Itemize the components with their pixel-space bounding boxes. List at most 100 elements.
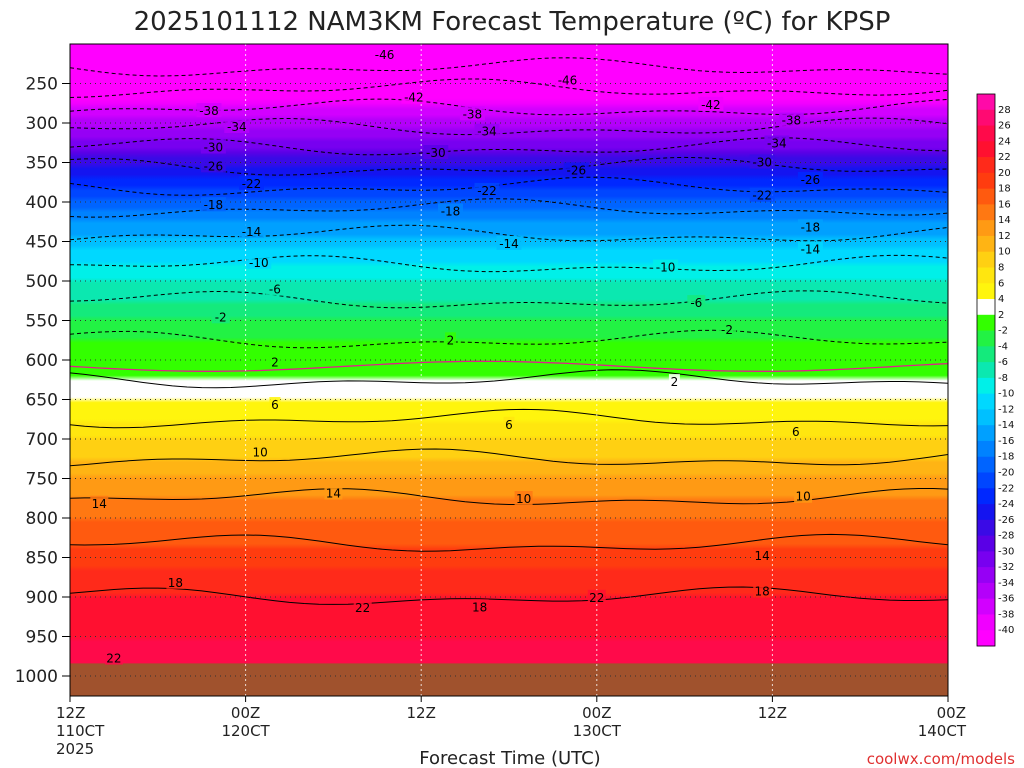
contour-label: -14 <box>801 242 821 256</box>
x-tick-time: 00Z <box>231 704 260 722</box>
contour-label: 2 <box>447 333 455 347</box>
contour-label: -46 <box>558 73 578 87</box>
contour-label-bg <box>211 309 230 324</box>
contour-label: -34 <box>767 137 787 151</box>
contour-label-bg <box>90 495 109 510</box>
contour-label-bg <box>753 547 772 562</box>
contour-label: -26 <box>204 159 224 173</box>
contour-label: -38 <box>463 107 483 121</box>
x-tick-time: 12Z <box>758 704 787 722</box>
contour-label-bg <box>753 583 772 598</box>
contour-label-bg <box>200 158 226 173</box>
contour-label: -2 <box>721 323 733 337</box>
contour-label: -38 <box>782 114 802 128</box>
contour-label-bg <box>797 171 823 186</box>
contour-label-bg <box>224 119 250 133</box>
contour-label-bg <box>353 600 372 615</box>
contour-label-bg <box>104 650 123 665</box>
y-tick-label: 900 <box>26 588 58 608</box>
plot-frame <box>69 43 949 697</box>
contour-label-bg <box>269 354 281 369</box>
contour-label-bg <box>474 123 500 138</box>
contour-label-bg <box>401 89 427 104</box>
contour-label: -14 <box>242 225 262 239</box>
contour-label-bg <box>423 145 449 159</box>
y-tick-label: 600 <box>26 351 58 371</box>
contour-label: -22 <box>752 189 772 203</box>
y-tick-label: 750 <box>26 470 58 490</box>
contour-label: 6 <box>271 398 279 412</box>
colorbar-swatch <box>977 440 995 458</box>
colorbar-swatch <box>977 456 995 473</box>
contour-label: -10 <box>249 256 269 270</box>
colorbar-swatch <box>977 472 995 489</box>
contour-label-bg <box>514 491 533 505</box>
colorbar-swatch <box>977 504 995 521</box>
colorbar-label: -28 <box>998 531 1014 542</box>
ground-surface <box>70 663 948 696</box>
colorbar-swatch <box>977 267 995 284</box>
contour-label: -2 <box>215 310 227 324</box>
contour-label-bg <box>324 485 343 500</box>
contour-label-bg <box>653 259 679 274</box>
x-tick-year: 2025 <box>56 740 94 758</box>
contour-label: 2 <box>271 355 279 369</box>
contour-label: 6 <box>792 425 800 439</box>
colorbar-label: 10 <box>998 247 1011 258</box>
contour-line-10 <box>70 448 948 467</box>
contour-label: 18 <box>755 585 770 599</box>
colorbar-swatch <box>977 409 995 426</box>
contour-label: -18 <box>801 220 821 234</box>
contour-label: -46 <box>375 48 395 62</box>
colorbar-swatch <box>977 125 995 142</box>
colorbar-swatch <box>977 567 995 584</box>
contour-label-bg <box>239 175 264 190</box>
y-tick-label: 800 <box>26 509 58 529</box>
colorbar-label: 16 <box>998 199 1011 210</box>
x-tick-date: 130CT <box>573 722 622 740</box>
y-axis: 250 300 350 400 450 500 550 600 650 700 750 800 850 9… <box>15 75 70 687</box>
contour-label: -14 <box>499 237 519 251</box>
contour-line-2 <box>70 369 948 389</box>
contour-label: -18 <box>441 205 461 219</box>
contour-label: 22 <box>589 591 604 605</box>
contour-label-bg <box>797 219 823 234</box>
colorbar-label: 18 <box>998 184 1011 195</box>
contour-label-bg <box>503 416 515 431</box>
contour-label: -34 <box>477 125 497 139</box>
contour-label-bg <box>668 374 680 389</box>
colorbar-label: -34 <box>998 578 1014 589</box>
y-tick-label: 450 <box>26 233 58 253</box>
credit-text: coolwx.com/models <box>867 750 1015 768</box>
colorbar-swatch <box>977 172 995 190</box>
colorbar-swatch <box>977 488 995 505</box>
colorbar-label: -6 <box>998 357 1008 368</box>
contour-line-m22 <box>70 176 948 196</box>
contour-label: 2 <box>671 375 679 389</box>
colorbar: 28 26 24 22 20 18 16 14 12 10 8 6 4 2 -2 -4 -6 -8 -10 -12 -1… <box>976 93 1014 647</box>
colorbar-swatch <box>977 377 995 395</box>
contour-label: 6 <box>505 418 513 432</box>
x-tick-time: 12Z <box>56 704 85 722</box>
colorbar-swatch <box>977 393 995 410</box>
colorbar-swatch <box>977 346 995 363</box>
colorbar-swatch <box>977 109 995 126</box>
contour-label: -22 <box>242 177 262 191</box>
contour-label-bg <box>438 203 463 218</box>
colorbar-swatch <box>977 535 995 552</box>
x-tick-date: 120CT <box>221 722 270 740</box>
colorbar-label: -8 <box>998 373 1008 384</box>
contour-label-bg <box>196 103 222 118</box>
freezing-line <box>70 360 948 372</box>
contour-label-bg <box>496 235 522 250</box>
contour-label: -18 <box>204 198 224 212</box>
colorbar-label: -40 <box>998 625 1014 636</box>
colorbar-label: -18 <box>998 452 1014 463</box>
colorbar-label: -16 <box>998 436 1014 447</box>
contour-label: -10 <box>656 261 676 275</box>
colorbar-label: -30 <box>998 546 1014 557</box>
contour-label-bg <box>587 589 606 604</box>
y-tick-label: 950 <box>26 628 58 648</box>
contour-label-bg <box>246 254 272 269</box>
